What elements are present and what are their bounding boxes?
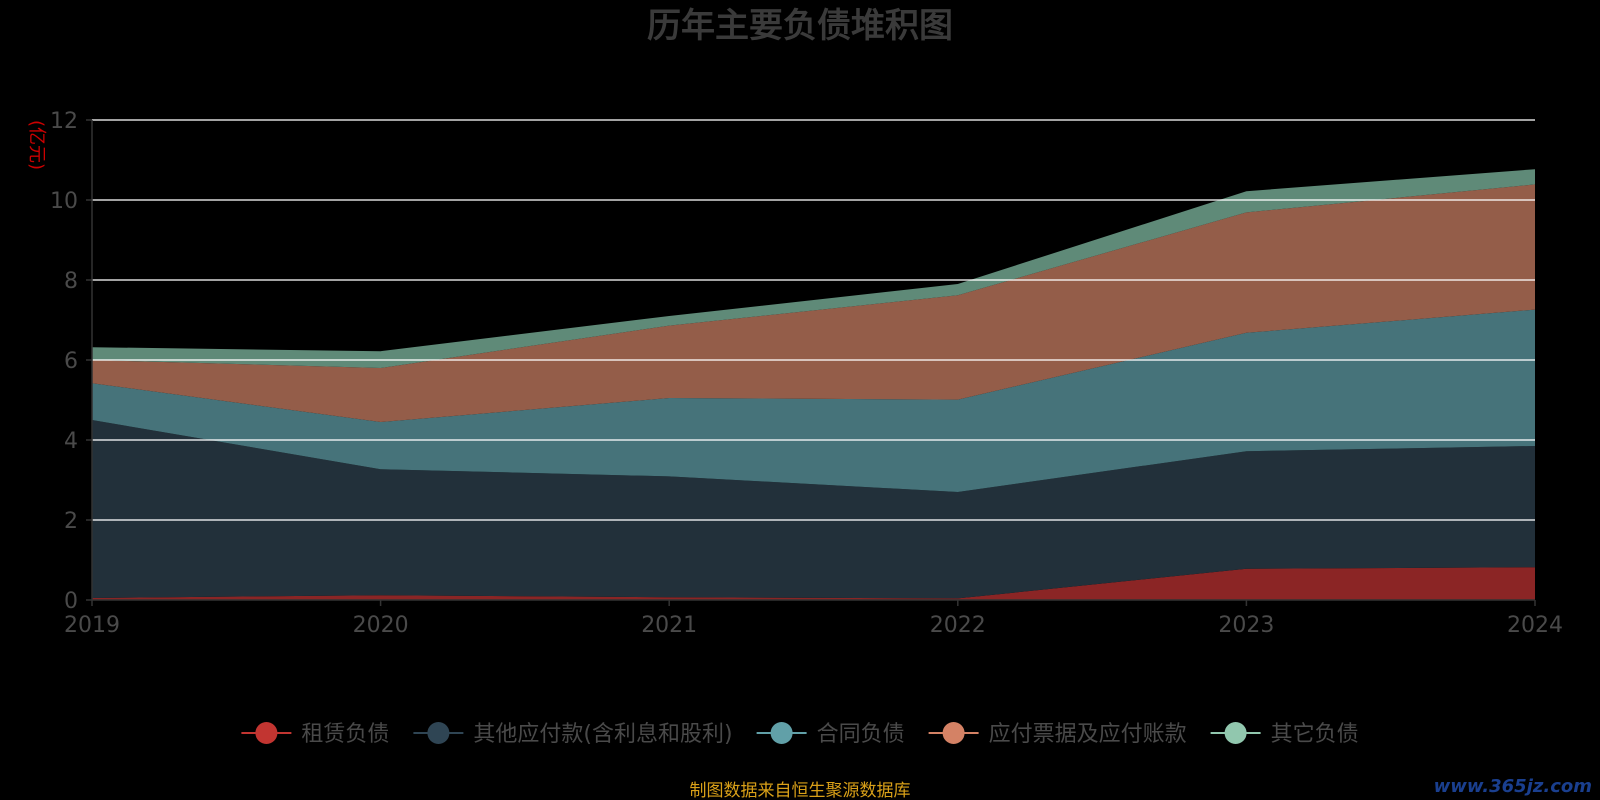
y-axis-label: (亿元) <box>26 120 47 170</box>
x-tick-label: 2021 <box>641 613 697 638</box>
legend-item[interactable]: 合同负债 <box>756 722 905 747</box>
y-tick-label: 0 <box>64 589 78 614</box>
legend-label: 其他应付款(含利息和股利) <box>473 722 732 747</box>
y-tick-label: 8 <box>64 269 78 294</box>
legend-label: 应付票据及应付账款 <box>989 722 1187 747</box>
legend-label: 租赁负债 <box>301 722 389 747</box>
y-tick-label: 12 <box>50 109 78 134</box>
legend-marker-icon <box>1224 722 1247 744</box>
plot-area: 0 2 4 6 8 10 12 2019 2020 2021 2022 2023 2024 <box>50 109 1563 638</box>
x-tick-label: 2022 <box>930 613 986 638</box>
area-series-2 <box>92 309 1535 492</box>
y-tick-label: 2 <box>64 509 78 534</box>
legend: 租赁负债 其他应付款(含利息和股利) 合同负债 应付票据及应付账款 其它负债 <box>241 722 1359 747</box>
area-series-1 <box>92 420 1535 599</box>
area-series-0 <box>92 567 1535 600</box>
legend-item[interactable]: 应付票据及应付账款 <box>928 722 1187 747</box>
chart-title: 历年主要负债堆积图 <box>647 6 953 46</box>
legend-marker-icon <box>255 722 278 744</box>
area-series-4 <box>92 169 1535 368</box>
area-series-3 <box>92 184 1535 422</box>
source-note: 制图数据来自恒生聚源数据库 <box>690 781 911 800</box>
legend-item[interactable]: 其它负债 <box>1210 722 1359 747</box>
watermark: www.365jz.com <box>1434 776 1592 797</box>
y-tick-label: 4 <box>64 429 78 454</box>
legend-marker-icon <box>770 722 793 744</box>
x-tick-label: 2024 <box>1507 613 1563 638</box>
y-tick-label: 10 <box>50 189 78 214</box>
x-tick-label: 2020 <box>353 613 409 638</box>
legend-item[interactable]: 租赁负债 <box>241 722 389 747</box>
y-tick-label: 6 <box>64 349 78 374</box>
x-tick-label: 2019 <box>64 613 120 638</box>
legend-marker-icon <box>942 722 965 744</box>
legend-label: 合同负债 <box>817 722 905 747</box>
legend-marker-icon <box>427 722 450 744</box>
legend-item[interactable]: 其他应付款(含利息和股利) <box>413 722 733 747</box>
x-tick-label: 2023 <box>1218 613 1274 638</box>
legend-label: 其它负债 <box>1271 722 1359 747</box>
